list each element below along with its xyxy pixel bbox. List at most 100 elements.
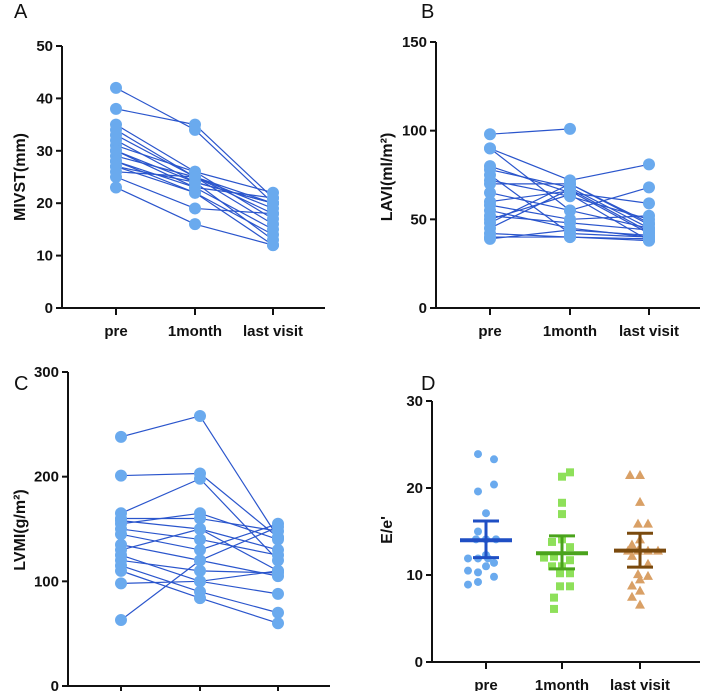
data-point (566, 543, 574, 552)
subject-line (199, 523, 279, 551)
data-point (115, 469, 127, 482)
data-point (110, 171, 122, 183)
data-point (267, 207, 279, 220)
subject-line (115, 87, 196, 131)
y-tick-label: 30 (36, 143, 53, 160)
data-point (643, 181, 655, 194)
subject-line (120, 528, 201, 541)
subject-line (569, 195, 650, 220)
subject-line (115, 124, 196, 173)
y-axis-label: E/e' (379, 516, 396, 544)
x-tick-label: pre (474, 677, 497, 691)
y-tick-label: 100 (34, 573, 59, 590)
x-tick-label: 1month (168, 323, 222, 340)
subject-line (120, 559, 201, 621)
y-tick-label: 50 (36, 38, 53, 55)
x-tick-label: 1month (535, 677, 589, 691)
subject-line (489, 204, 571, 220)
subject-line (194, 171, 274, 220)
data-point (643, 197, 655, 210)
panel-label: C (14, 373, 28, 395)
data-point (627, 580, 637, 590)
subject-line (194, 186, 274, 199)
y-tick-label: 20 (406, 480, 423, 497)
data-point (556, 569, 564, 578)
data-point (540, 553, 548, 562)
data-point (625, 469, 635, 479)
data-point (115, 430, 127, 443)
data-point (643, 229, 655, 242)
panel-C: C0100200300pre1monthlast visitLVMI(g/m²) (12, 364, 330, 691)
subject-line (115, 171, 196, 178)
data-point (635, 585, 645, 595)
subject-line (199, 512, 279, 541)
y-tick-label: 50 (410, 211, 427, 228)
subject-line (489, 174, 571, 235)
subject-line (199, 570, 279, 574)
subject-line (199, 415, 279, 538)
data-point (115, 564, 127, 577)
subject-line (199, 473, 279, 538)
data-point (556, 582, 564, 591)
subject-line (194, 176, 274, 204)
subject-line (120, 512, 201, 525)
subject-line (489, 179, 571, 197)
data-point (643, 518, 653, 528)
subject-line (120, 570, 201, 599)
subject-line (115, 129, 196, 178)
data-point (550, 593, 558, 602)
subject-line (569, 183, 650, 226)
x-tick-label: last visit (610, 677, 670, 691)
subject-line (120, 565, 201, 593)
panel-label: D (421, 373, 435, 395)
data-point (490, 455, 498, 464)
data-point (564, 223, 576, 236)
subject-line (569, 188, 650, 233)
y-tick-label: 40 (36, 90, 53, 107)
data-point (550, 552, 558, 561)
data-point (194, 592, 206, 605)
data-point (490, 572, 498, 581)
subject-line (489, 147, 571, 181)
data-point (194, 533, 206, 546)
subject-line (194, 207, 274, 215)
y-tick-label: 0 (419, 300, 427, 317)
x-tick-label: pre (478, 323, 501, 340)
data-point (548, 562, 556, 571)
subject-line (194, 129, 274, 204)
panel-D: D 0 10 20 30 pre 1month last visit E/e' (379, 373, 700, 691)
subject-line (194, 186, 274, 230)
data-point (189, 202, 201, 215)
data-point (194, 523, 206, 535)
subject-line (194, 192, 274, 246)
subject-line (115, 139, 196, 183)
subject-line (120, 528, 201, 551)
data-point (189, 118, 201, 131)
data-point (490, 480, 498, 489)
data-point (566, 582, 574, 591)
subject-line (194, 124, 274, 199)
x-tick-label: last visit (243, 323, 303, 340)
data-point (482, 562, 490, 571)
data-point (474, 487, 482, 496)
subject-line (199, 517, 279, 532)
x-tick-label: last visit (619, 323, 679, 340)
subject-line (199, 559, 279, 577)
y-tick-label: 20 (36, 195, 53, 212)
subject-line (489, 190, 571, 203)
data-point (564, 122, 576, 135)
data-point (464, 554, 472, 563)
subject-line (489, 188, 571, 229)
data-point (474, 450, 482, 459)
data-point (558, 472, 566, 481)
data-point (194, 575, 206, 588)
subject-line (569, 193, 650, 242)
data-point (189, 171, 201, 183)
data-point (643, 558, 653, 568)
subject-line (115, 165, 196, 194)
subject-line (120, 533, 201, 551)
data-point (627, 550, 637, 560)
y-axis-label: MIVST(mm) (12, 133, 29, 221)
subject-line (569, 186, 650, 212)
